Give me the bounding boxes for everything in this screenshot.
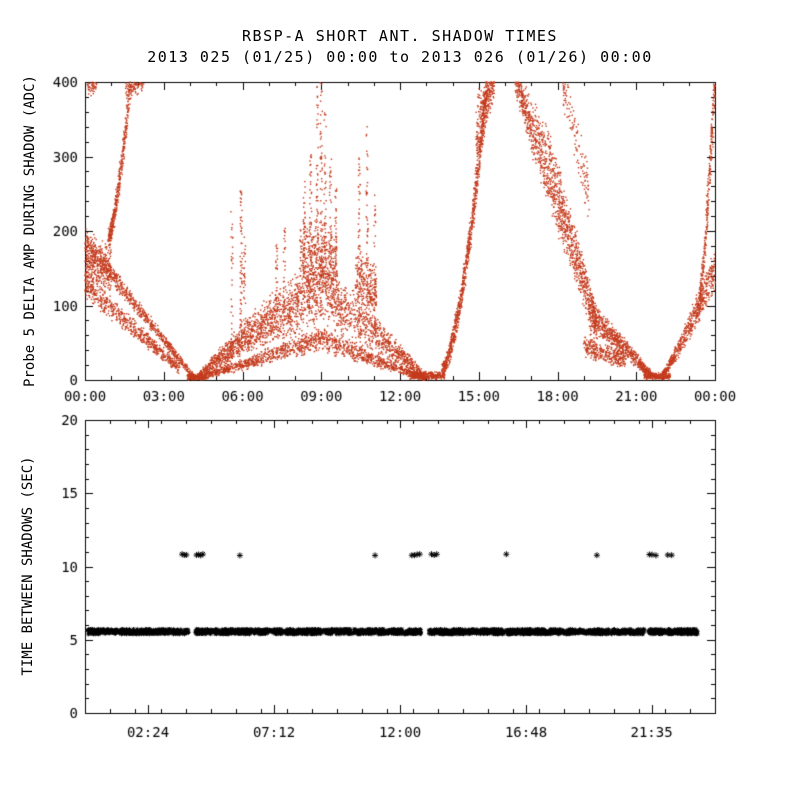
chart-title: RBSP-A SHORT ANT. SHADOW TIMES (242, 27, 558, 45)
bottom-y-axis-label: TIME BETWEEN SHADOWS (SEC) (20, 456, 36, 676)
chart-subtitle: 2013 025 (01/25) 00:00 to 2013 026 (01/2… (147, 48, 653, 66)
top-y-axis-label: Probe 5 DELTA AMP DURING SHADOW (ADC) (22, 75, 38, 387)
